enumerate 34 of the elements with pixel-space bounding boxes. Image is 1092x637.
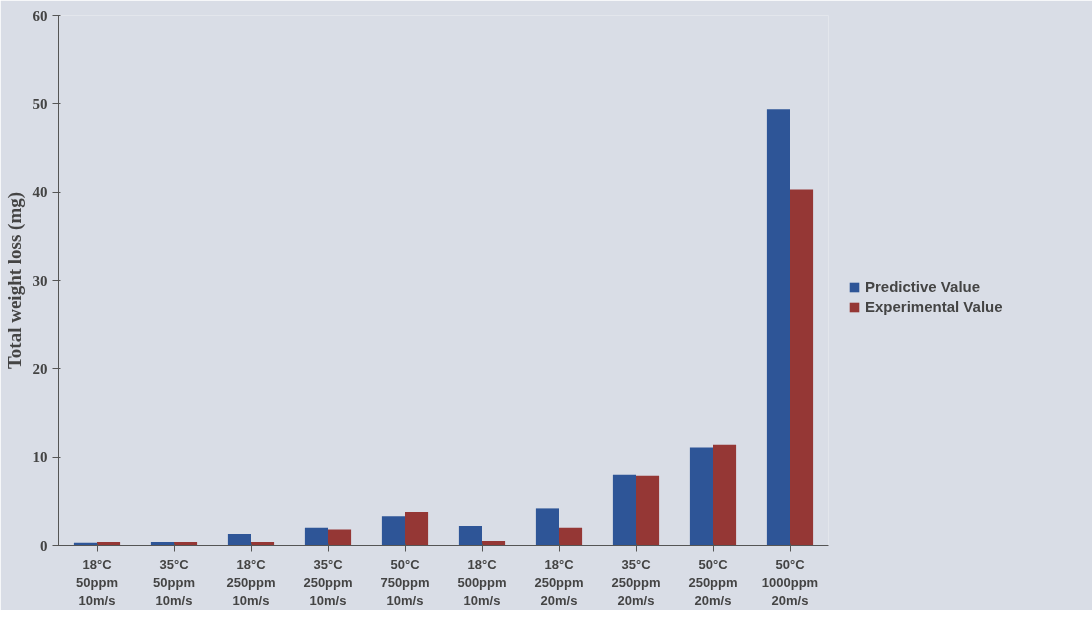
x-tick-label: 18°C 500ppm 10m/s [457,556,507,608]
x-tick-label: 18°C 250ppm 10m/s [226,556,276,608]
bar [405,511,429,546]
y-tick-label: 0 [40,537,48,554]
bar [381,516,405,546]
x-tick-label: 35°C 250ppm 10m/s [303,556,353,608]
x-tick-label: 50°C 750ppm 10m/s [380,556,430,608]
bar [328,529,352,546]
bar [227,534,251,546]
bar [458,526,482,546]
y-tick-label: 40 [32,184,48,201]
x-tick-label: 50°C 250ppm 20m/s [688,556,738,608]
bar [636,475,660,546]
bar [766,109,790,546]
bar [304,527,328,546]
x-tick-label: 35°C 50ppm 10m/s [153,556,195,608]
y-axis-title: Total weight loss (mg) [3,191,26,370]
x-tick-label: 50°C 1000ppm 20m/s [761,556,819,608]
bar [689,447,713,546]
y-tick-label: 10 [32,449,48,466]
x-tick-label: 35°C 250ppm 20m/s [611,556,661,608]
x-tick-label: 18°C 50ppm 10m/s [76,556,118,608]
y-tick-label: 20 [32,360,48,377]
legend-label: Predictive Value [865,278,982,295]
y-tick-label: 30 [32,272,48,289]
legend-label: Experimental Value [865,298,1004,315]
bar [790,189,814,546]
bar [612,474,636,546]
y-tick-label: 50 [32,95,48,112]
bar [559,527,583,546]
bar [713,444,737,546]
x-tick-label: 18°C 250ppm 20m/s [534,556,584,608]
y-tick-label: 60 [32,7,48,24]
bar [535,508,559,546]
